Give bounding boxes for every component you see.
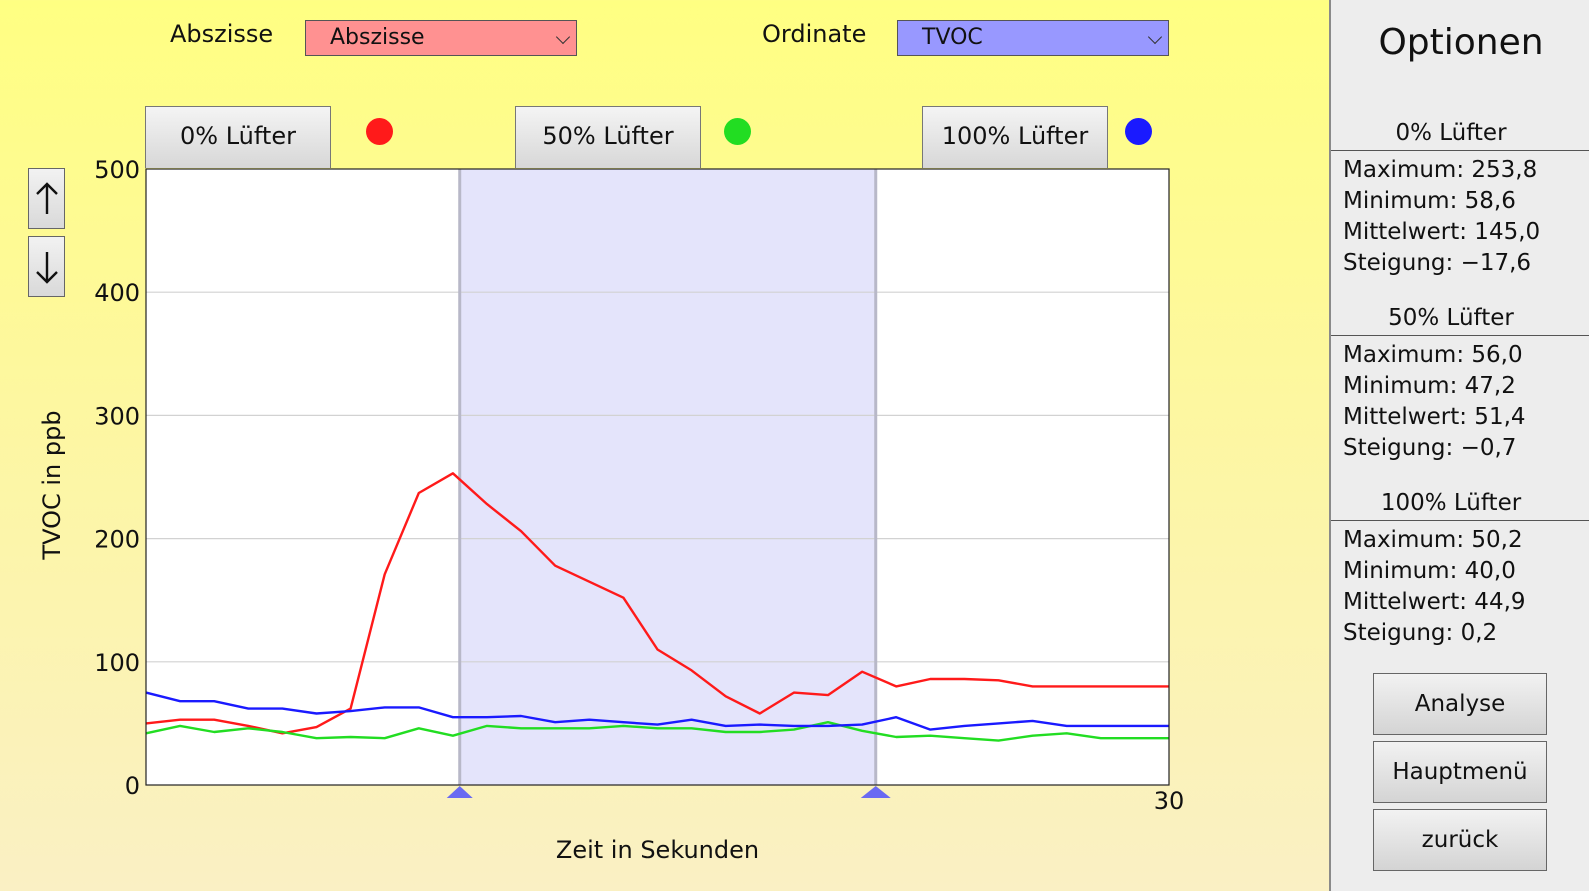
divider <box>1331 520 1589 521</box>
plot-frame <box>145 168 1170 786</box>
y-axis-title: TVOC in ppb <box>38 410 66 560</box>
selection-range[interactable] <box>459 169 876 785</box>
hauptmenu-button[interactable]: Hauptmenü <box>1373 741 1547 803</box>
y-tick-label: 0 <box>125 772 140 800</box>
options-panel: Optionen 0% Lüfter Maximum: 253,8 Minimu… <box>1329 0 1589 891</box>
series-0-color-dot <box>366 118 393 145</box>
ordinate-select[interactable]: TVOC <box>897 20 1169 56</box>
zurueck-button[interactable]: zurück <box>1373 809 1547 871</box>
analyse-button[interactable]: Analyse <box>1373 673 1547 735</box>
scroll-up-button[interactable] <box>28 168 65 229</box>
divider <box>1331 335 1589 336</box>
y-tick-label: 500 <box>94 156 140 184</box>
y-tick-label: 200 <box>94 526 140 554</box>
arrow-down-icon <box>36 252 58 284</box>
ordinate-select-value: TVOC <box>922 25 983 50</box>
x-axis-title: Zeit in Sekunden <box>556 836 759 864</box>
series-line-2 <box>145 691 1169 731</box>
divider <box>1331 150 1589 151</box>
y-tick-label: 100 <box>94 649 140 677</box>
y-tick-label: 300 <box>94 402 140 430</box>
stat-maximum: Maximum: 50,2 <box>1343 527 1523 553</box>
stat-maximum: Maximum: 253,8 <box>1343 157 1538 183</box>
tab-50-luefter[interactable]: 50% Lüfter <box>515 106 701 168</box>
x-tick-label-end: 30 <box>1154 787 1185 815</box>
stats-title-50: 50% Lüfter <box>1388 305 1514 331</box>
ordinate-label: Ordinate <box>762 20 867 48</box>
stat-mittelwert: Mittelwert: 44,9 <box>1343 589 1526 615</box>
stat-minimum: Minimum: 40,0 <box>1343 558 1516 584</box>
selection-right-handle[interactable] <box>860 786 891 798</box>
abszisse-select[interactable]: Abszisse <box>305 20 577 56</box>
series-line-0 <box>145 472 1169 735</box>
stats-title-0: 0% Lüfter <box>1395 120 1507 146</box>
stat-maximum: Maximum: 56,0 <box>1343 342 1523 368</box>
scroll-down-button[interactable] <box>28 236 65 297</box>
stat-minimum: Minimum: 58,6 <box>1343 188 1516 214</box>
stat-steigung: Steigung: −0,7 <box>1343 435 1517 461</box>
stats-title-100: 100% Lüfter <box>1380 490 1522 516</box>
stat-mittelwert: Mittelwert: 51,4 <box>1343 404 1526 430</box>
stat-steigung: Steigung: −17,6 <box>1343 250 1532 276</box>
y-tick-label: 400 <box>94 279 140 307</box>
series-50-color-dot <box>724 118 751 145</box>
panel-title: Optionen <box>1378 22 1544 63</box>
tab-0-luefter[interactable]: 0% Lüfter <box>145 106 331 168</box>
abszisse-select-value: Abszisse <box>330 25 425 50</box>
tab-100-luefter[interactable]: 100% Lüfter <box>922 106 1108 168</box>
arrow-up-icon <box>36 182 58 214</box>
stat-mittelwert: Mittelwert: 145,0 <box>1343 219 1541 245</box>
stat-steigung: Steigung: 0,2 <box>1343 620 1498 646</box>
abszisse-label: Abszisse <box>170 20 274 48</box>
selection-left-handle[interactable] <box>446 786 473 798</box>
series-line-1 <box>145 721 1169 742</box>
series-100-color-dot <box>1125 118 1152 145</box>
tvoc-line-chart: 0 100 200 300 400 500 30 Zeit in Sekunden TVO… <box>38 156 1185 864</box>
stat-minimum: Minimum: 47,2 <box>1343 373 1516 399</box>
